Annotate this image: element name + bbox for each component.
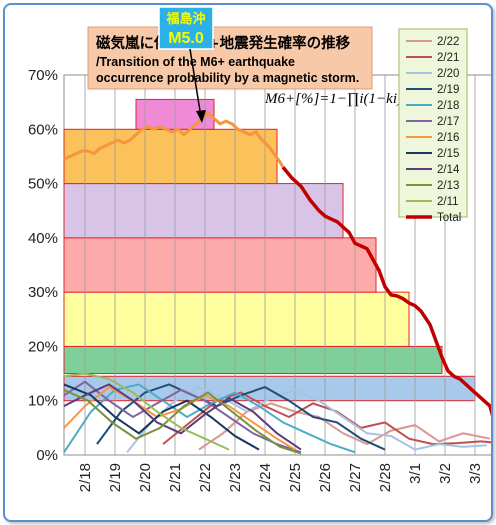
legend-label: 2/22 [437,36,459,48]
x-tick-label: 3/2 [437,463,454,484]
x-tick-label: 2/21 [167,463,184,492]
legend: 2/22 2/21 2/20 2/19 2/18 2/17 2/16 2/15 2/14 2/13… [398,28,468,224]
y-tick-label: 10% [28,393,58,410]
location-name: 福島沖 [165,11,205,27]
probability-band-2 [63,291,410,347]
probability-bands [63,98,476,402]
y-tick-label: 40% [28,230,58,247]
legend-label: 2/20 [437,68,459,80]
legend-label: 2/16 [437,132,459,144]
formula: M6+[%]=1−∏i(1−ki) [264,91,402,107]
arrow-head [196,110,206,123]
annotation-title-en-2: occurrence probability by a magnetic sto… [96,71,359,85]
series-line-2-20 [126,385,488,453]
location-label: 福島沖 M5.0 [158,6,214,123]
x-tick-label: 2/28 [377,463,394,492]
total-line [281,166,491,417]
series-lines [63,110,491,455]
chart-svg: 0% 10% 20% 30% 40% 50% 60% 70% 2/18 2/19 2/20 2/21… [28,6,491,492]
y-tick-label: 60% [28,121,58,138]
legend-label: 2/14 [437,164,460,176]
probability-band-5 [63,128,278,185]
legend-label: 2/17 [437,116,459,128]
x-tick-label: 2/24 [257,463,274,492]
x-tick-label: 2/23 [227,463,244,492]
x-tick-label: 2/26 [317,463,334,492]
x-tick-label: 2/18 [77,463,94,492]
probability-band-3 [63,237,377,293]
legend-label: 2/21 [437,52,459,64]
location-magnitude: M5.0 [168,30,204,47]
vertical-gridlines [84,75,476,455]
annotation-title-jp: 磁気嵐に伴うM6+地震発生確率の推移 [96,34,351,52]
series-line-2-11 [63,372,230,451]
y-tick-label: 20% [28,338,58,355]
x-tick-label: 3/1 [407,463,424,484]
series-line-2-13 [63,388,302,455]
pre-total-line [63,110,285,169]
x-tick-label: 2/27 [347,463,364,492]
series-line-2-15 [63,383,260,451]
x-tick-label: 2/19 [107,463,124,492]
annotation-box [87,26,373,90]
chart-frame: 0% 10% 20% 30% 40% 50% 60% 70% 2/18 2/19 2/20 2/21… [3,3,493,522]
x-tick-label: 2/22 [197,463,214,492]
location-label-box [158,6,214,50]
y-tick-label: 70% [28,67,58,84]
x-tick-label: 2/20 [137,463,154,492]
legend-label: Total [437,212,461,224]
probability-band-1 [63,345,443,375]
x-axis: 2/18 2/19 2/20 2/21 2/22 2/23 2/24 2/25 2/26 2/27… [77,463,484,492]
y-axis: 0% 10% 20% 30% 40% 50% 60% 70% [28,67,58,464]
series-line-2-14 [63,383,302,451]
y-tick-label: 30% [28,284,58,301]
legend-label: 2/13 [437,180,459,192]
legend-label: 2/18 [437,100,459,112]
legend-label: 2/11 [437,196,459,208]
annotation-title-en-1: /Transition of the M6+ earthquake [96,55,295,69]
legend-label: 2/19 [437,84,459,96]
probability-band-0 [63,375,476,402]
legend-label: 2/15 [437,148,459,160]
x-tick-label: 2/25 [287,463,304,492]
y-tick-label: 50% [28,176,58,193]
y-tick-label: 0% [36,447,58,464]
arrow-line [189,48,202,118]
x-tick-label: 3/3 [467,463,484,484]
probability-band-4 [63,183,344,239]
